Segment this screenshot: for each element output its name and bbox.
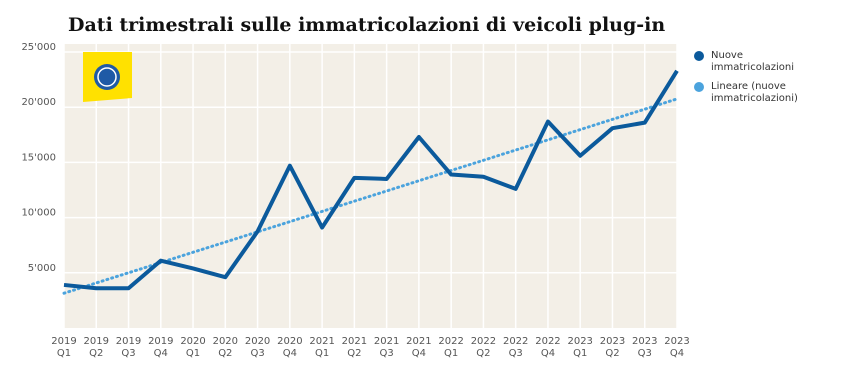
x-tick-label: Q4	[283, 348, 297, 359]
legend-item: Lineare (nuove immatricolazioni)	[694, 81, 824, 105]
x-tick-label: 2020	[245, 336, 270, 347]
y-tick-label: 15'000	[21, 152, 56, 163]
x-tick-label: 2020	[277, 336, 302, 347]
x-tick-label: 2020	[213, 336, 238, 347]
x-tick-label: 2021	[342, 336, 367, 347]
x-tick-label: 2019	[84, 336, 109, 347]
series-line	[63, 69, 679, 291]
legend-label: Nuove immatricolazioni	[711, 50, 794, 73]
x-tick-label: 2019	[116, 336, 141, 347]
x-tick-label: Q4	[154, 348, 168, 359]
legend-label: Lineare (nuove immatricolazioni)	[711, 81, 798, 104]
x-tick-label: Q1	[315, 348, 329, 359]
y-tick-label: 20'000	[21, 97, 56, 108]
x-tick-label: Q3	[380, 348, 394, 359]
x-tick-label: Q1	[186, 348, 200, 359]
x-tick-label: Q4	[541, 348, 555, 359]
x-tick-label: Q3	[509, 348, 523, 359]
logo	[83, 52, 132, 102]
legend-marker	[694, 51, 704, 61]
x-tick-label: 2021	[309, 336, 334, 347]
chart-title: Dati trimestrali sulle immatricolazioni …	[68, 14, 665, 36]
x-tick-label: 2023	[600, 336, 625, 347]
grid	[63, 44, 678, 328]
plot-background	[64, 44, 677, 328]
x-tick-label: Q3	[638, 348, 652, 359]
y-tick-label: 5'000	[28, 263, 56, 274]
x-tick-label: Q2	[476, 348, 490, 359]
x-tick-label: Q1	[57, 348, 71, 359]
x-tick-label: Q3	[121, 348, 135, 359]
x-tick-label: 2022	[535, 336, 560, 347]
x-tick-label: Q3	[250, 348, 264, 359]
x-tick-label: 2023	[567, 336, 592, 347]
y-tick-label: 10'000	[21, 208, 56, 219]
x-tick-label: 2021	[374, 336, 399, 347]
x-tick-label: 2021	[406, 336, 431, 347]
x-tick-label: Q2	[89, 348, 103, 359]
x-tick-label: 2020	[180, 336, 205, 347]
x-tick-label: 2019	[51, 336, 76, 347]
legend-marker	[694, 82, 704, 92]
x-tick-label: Q1	[573, 348, 587, 359]
y-tick-label: 25'000	[21, 42, 56, 53]
x-tick-label: 2019	[148, 336, 173, 347]
legend: Nuove immatricolazioni Lineare (nuove imm…	[694, 50, 824, 112]
x-tick-label: Q2	[218, 348, 232, 359]
legend-item: Nuove immatricolazioni	[694, 50, 824, 74]
x-tick-label: Q1	[444, 348, 458, 359]
x-tick-label: Q2	[605, 348, 619, 359]
x-tick-label: 2022	[438, 336, 463, 347]
x-tick-label: 2023	[664, 336, 689, 347]
x-tick-label: 2022	[471, 336, 496, 347]
x-tick-label: 2023	[632, 336, 657, 347]
x-tick-label: Q2	[347, 348, 361, 359]
x-tick-label: 2022	[503, 336, 528, 347]
x-tick-label: Q4	[670, 348, 684, 359]
x-tick-label: Q4	[412, 348, 426, 359]
